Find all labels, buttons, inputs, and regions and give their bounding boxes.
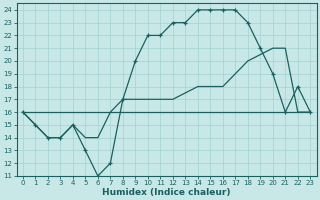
X-axis label: Humidex (Indice chaleur): Humidex (Indice chaleur) <box>102 188 231 197</box>
